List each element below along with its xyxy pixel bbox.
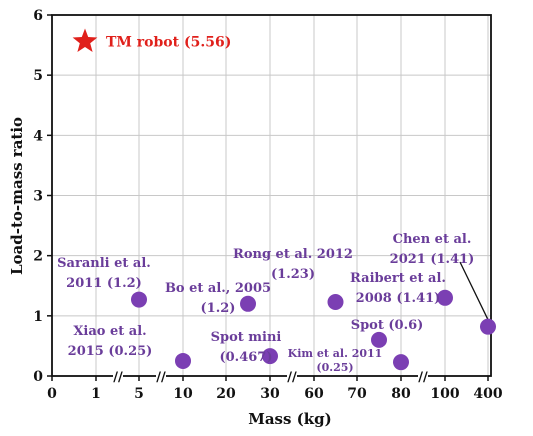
spot-label-line: Spot (0.6) — [351, 318, 424, 333]
leader-lines — [459, 261, 489, 320]
chen-label: Chen et al. 2021 (1.41) — [390, 232, 475, 267]
raibert-label-line: 2008 (1.41) — [356, 291, 441, 306]
chen-label-line: Chen et al. — [393, 232, 472, 247]
tm-robot-label: TM robot (5.56) — [106, 34, 231, 50]
bo-label: Bo et al., 2005 (1.2) — [165, 281, 271, 316]
y-tick-label: 1 — [33, 309, 43, 325]
saranli-label-line: Saranli et al. — [57, 256, 151, 271]
chen-leader-line — [459, 261, 489, 320]
xiao-label: Xiao et al. 2015 (0.25) — [68, 324, 153, 359]
bo-label-line: Bo et al., 2005 — [165, 281, 271, 296]
spot-label: Spot (0.6) — [351, 318, 424, 333]
bo-label-line: (1.2) — [201, 301, 236, 316]
axis-break-mark: // — [113, 370, 123, 385]
grid — [52, 15, 491, 376]
kim-label-line: Kim et al. 2011 — [288, 347, 383, 360]
x-tick-label: 1 — [91, 386, 101, 402]
kim-label: Kim et al. 2011 (0.25) — [288, 347, 383, 374]
spotmini-label: Spot mini (0.467) — [211, 330, 282, 365]
tm-robot-star-marker — [72, 28, 98, 52]
rong-label-line: Rong et al. 2012 — [233, 247, 353, 262]
axis-break-gap — [156, 372, 166, 380]
x-tick-label: 400 — [473, 386, 502, 402]
rong-marker — [327, 293, 344, 310]
data-points — [72, 28, 496, 371]
x-tick-label: 0 — [47, 386, 57, 402]
rong-label-line: (1.23) — [271, 267, 315, 282]
axis-breaks: // // // // — [113, 370, 428, 385]
axis-break-mark: // — [287, 370, 297, 385]
xiao-label-line: 2015 (0.25) — [68, 344, 153, 359]
rong-label: Rong et al. 2012 (1.23) — [233, 247, 353, 282]
axis-break-gap — [418, 372, 428, 380]
raibert-label-line: Raibert et al. — [350, 271, 446, 286]
spotmini-label-line: (0.467) — [219, 350, 272, 365]
kim-marker — [393, 354, 409, 371]
y-tick-label: 2 — [33, 249, 43, 265]
spotmini-marker — [262, 348, 278, 365]
bo-marker — [240, 295, 256, 312]
y-tick-label: 0 — [33, 369, 43, 385]
axis-break-mark: // — [418, 370, 428, 385]
xiao-label-line: Xiao et al. — [73, 324, 146, 339]
spot-marker — [371, 331, 387, 348]
x-axis-title: Mass (kg) — [248, 410, 332, 428]
axis-break-gap — [113, 372, 123, 380]
x-tick-label: 30 — [260, 386, 280, 402]
y-axis-title: Load-to-mass ratio — [8, 117, 26, 275]
y-tick-label: 6 — [33, 8, 43, 24]
x-tick-label: 80 — [391, 386, 411, 402]
xiao-marker — [175, 352, 191, 369]
chen-label-line: 2021 (1.41) — [390, 252, 475, 267]
axis-break-gap — [287, 372, 297, 380]
raibert-label: Raibert et al. 2008 (1.41) — [350, 271, 446, 306]
raibert-marker — [437, 289, 453, 306]
saranli-label-line: 2011 (1.2) — [66, 276, 142, 291]
saranli-label: Saranli et al. 2011 (1.2) — [57, 256, 151, 291]
x-tick-label: 70 — [347, 386, 367, 402]
y-tick-label: 5 — [33, 68, 43, 84]
axis-break-mark: // — [156, 370, 166, 385]
point-labels: TM robot (5.56) Saranli et al. 2011 (1.2) X… — [57, 34, 474, 374]
y-tick-label: 4 — [33, 128, 43, 144]
x-axis-ticks: 0 1 5 10 20 30 60 70 80 100 400 — [47, 376, 503, 402]
x-tick-label: 20 — [216, 386, 236, 402]
saranli-marker — [131, 291, 147, 308]
chen-marker — [480, 318, 496, 335]
y-tick-label: 3 — [33, 189, 43, 205]
spotmini-label-line: Spot mini — [211, 330, 282, 345]
x-tick-label: 100 — [430, 386, 459, 402]
kim-label-line: (0.25) — [316, 361, 353, 374]
y-axis-ticks: 0 1 2 3 4 5 6 — [33, 8, 52, 385]
x-tick-label: 10 — [173, 386, 193, 402]
x-tick-label: 5 — [134, 386, 144, 402]
x-tick-label: 60 — [304, 386, 324, 402]
